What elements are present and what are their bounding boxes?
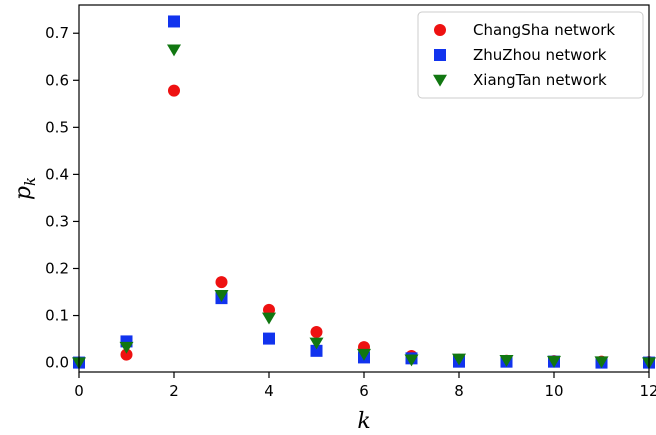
data-point [120,348,133,361]
data-point [310,344,323,357]
legend-label: XiangTan network [473,71,607,89]
legend-label: ZhuZhou network [473,46,607,64]
data-point [119,341,134,354]
x-tick-label: 12 [639,382,656,400]
data-point [357,348,371,361]
x-tick-label: 10 [544,382,563,400]
data-point [547,355,561,368]
legend-label: ChangSha network [473,21,615,39]
data-point [404,354,419,367]
y-tick-label: 0.2 [45,259,69,277]
legend: ChangSha network ZhuZhou network XiangTan … [417,11,644,99]
y-tick-label: 0.1 [45,307,69,325]
legend-marker [433,74,447,87]
y-tick-label: 0.7 [45,24,69,42]
legend-marker [434,24,446,36]
y-tick-label: 0.6 [45,71,69,89]
y-axis-label-subscript: k [21,177,39,186]
x-tick-label: 4 [264,382,274,400]
x-axis-label: k [357,409,370,434]
plot-area-frame [78,4,650,373]
x-tick-label: 0 [74,382,84,400]
legend-box [417,11,644,99]
series-circle [73,84,655,369]
data-point [214,290,229,302]
data-point [167,44,181,57]
data-point [499,354,514,367]
y-axis-label: pk [11,177,39,200]
data-point [263,332,275,345]
legend-marker [434,49,446,61]
x-tick-label: 8 [454,382,464,400]
data-point [452,353,466,366]
y-axis-label-base: p [11,186,36,200]
y-tick-label: 0.3 [45,212,69,230]
y-tick-label: 0.4 [45,165,69,183]
data-point [309,337,324,350]
data-point [262,312,276,325]
data-point [215,276,228,289]
data-points [72,15,656,370]
data-point [310,326,323,339]
axis-ticks: 0 2 4 6 8 10 12 0.0 0.1 0.2 0.3 0.4 0.5 0.6 0.7 [45,24,656,400]
data-point [168,15,180,28]
y-tick-label: 0.0 [45,354,69,372]
data-point [168,84,180,97]
x-tick-label: 6 [359,382,369,400]
x-tick-label: 2 [169,382,179,400]
data-point [594,356,609,369]
y-tick-label: 0.5 [45,118,69,136]
